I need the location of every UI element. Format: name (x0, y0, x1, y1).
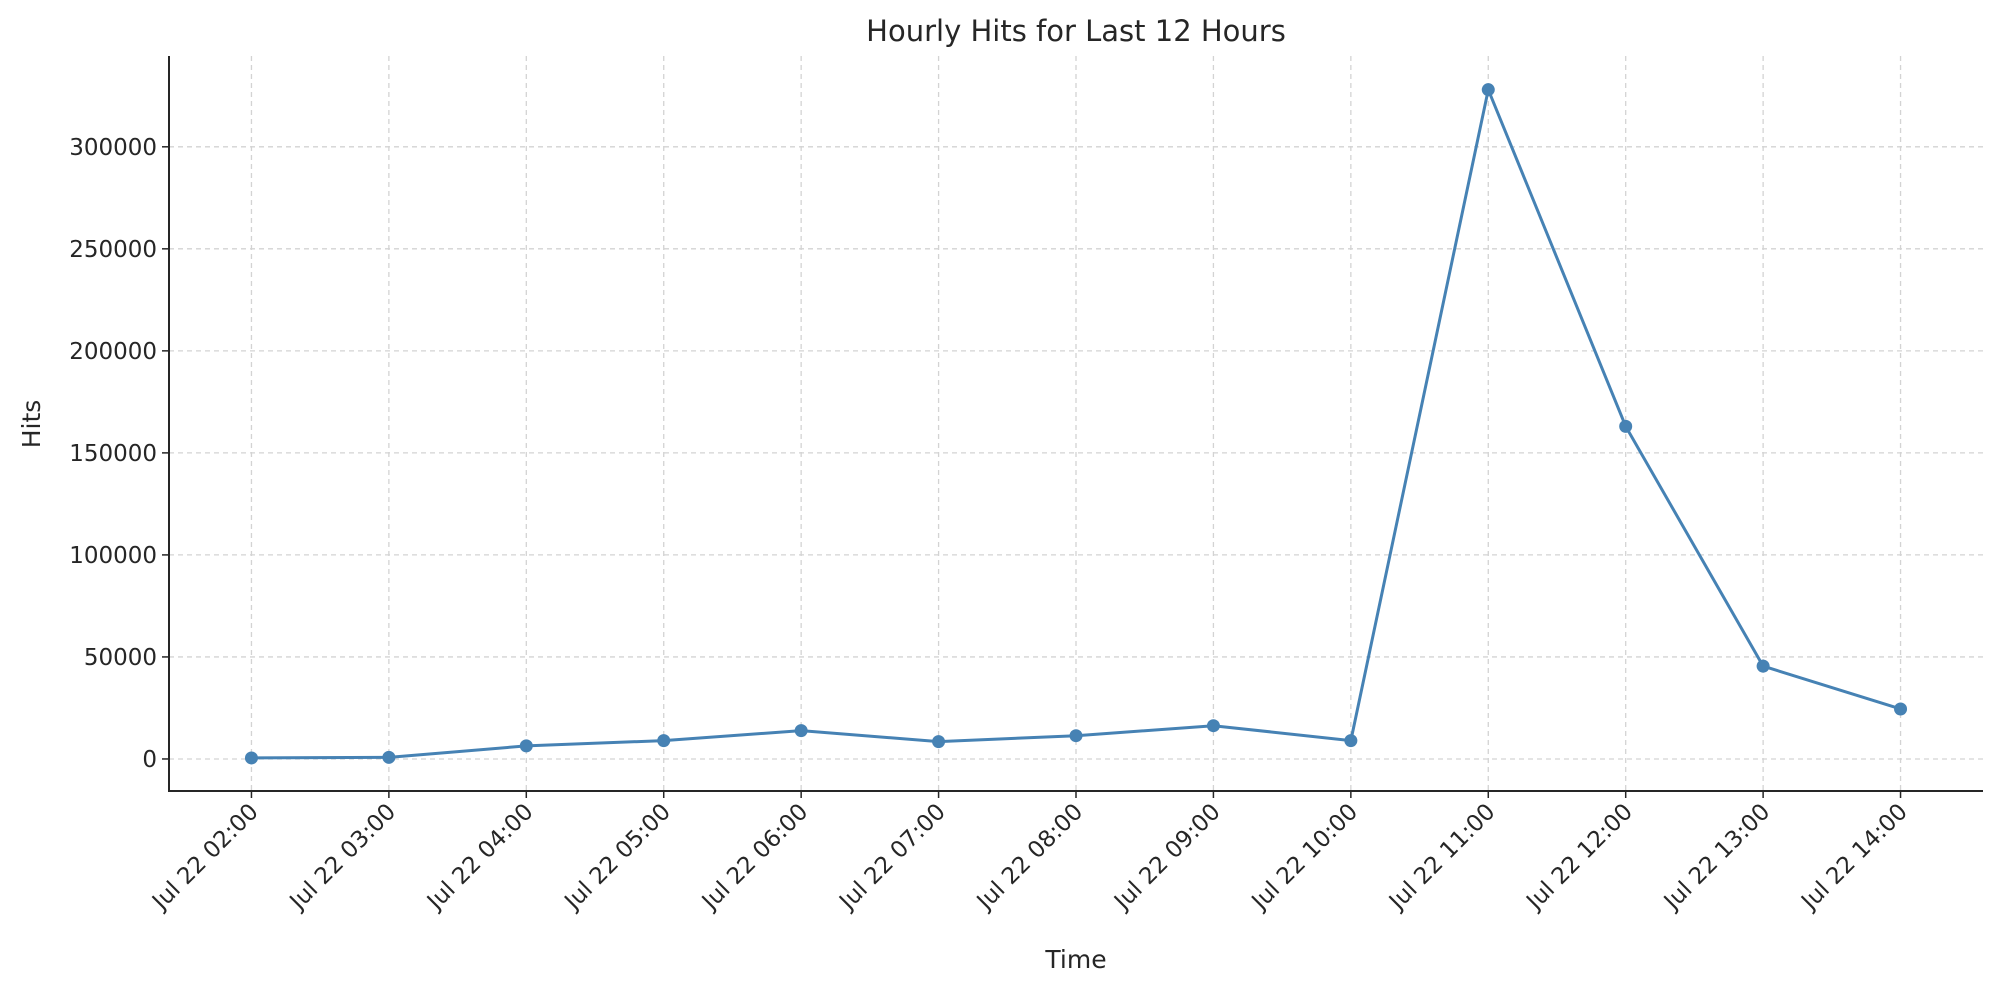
data-point (1619, 419, 1633, 433)
chart-title: Hourly Hits for Last 12 Hours (866, 14, 1286, 48)
data-point (244, 751, 258, 765)
data-point (519, 739, 533, 753)
data-point (1756, 659, 1770, 673)
data-point (657, 734, 671, 748)
series-line (251, 84, 1901, 760)
x-tick-label: Jul 22 11:00 (1383, 799, 1500, 916)
x-tick-label: Jul 22 10:00 (1246, 799, 1363, 916)
y-axis-label: Hits (17, 400, 46, 449)
y-tick-label: 150000 (69, 441, 157, 467)
x-tick-label: Jul 22 13:00 (1658, 799, 1775, 916)
x-tick-label: Jul 22 09:00 (1108, 799, 1225, 916)
y-tick-label: 100000 (69, 543, 157, 569)
data-point (1344, 734, 1358, 748)
x-tick-label: Jul 22 05:00 (559, 799, 676, 916)
y-tick-label: 0 (142, 747, 157, 773)
x-tick-label: Jul 22 02:00 (146, 799, 263, 916)
data-point (932, 735, 946, 749)
x-tick-label: Jul 22 06:00 (696, 799, 813, 916)
y-axis: 0 50000 100000 150000 200000 250000 300000 (69, 135, 169, 773)
data-point (1481, 83, 1495, 97)
x-axis-label: Time (1044, 945, 1106, 974)
y-tick-label: 200000 (69, 339, 157, 365)
data-point (794, 724, 808, 738)
data-point (382, 750, 396, 764)
x-tick-label: Jul 22 12:00 (1521, 799, 1638, 916)
grid (169, 56, 1983, 791)
data-point (1206, 719, 1220, 733)
x-axis: Jul 22 02:00 Jul 22 03:00 Jul 22 04:00 Jul … (146, 791, 1913, 916)
y-tick-label: 300000 (69, 135, 157, 161)
y-tick-label: 250000 (69, 237, 157, 263)
data-point (1069, 729, 1083, 743)
x-tick-label: Jul 22 04:00 (421, 799, 538, 916)
x-tick-label: Jul 22 07:00 (833, 799, 950, 916)
series (244, 83, 1908, 765)
data-point (1894, 702, 1908, 716)
y-tick-label: 50000 (84, 645, 157, 671)
x-tick-label: Jul 22 14:00 (1795, 799, 1912, 916)
x-tick-label: Jul 22 03:00 (284, 799, 401, 916)
x-tick-label: Jul 22 08:00 (971, 799, 1088, 916)
